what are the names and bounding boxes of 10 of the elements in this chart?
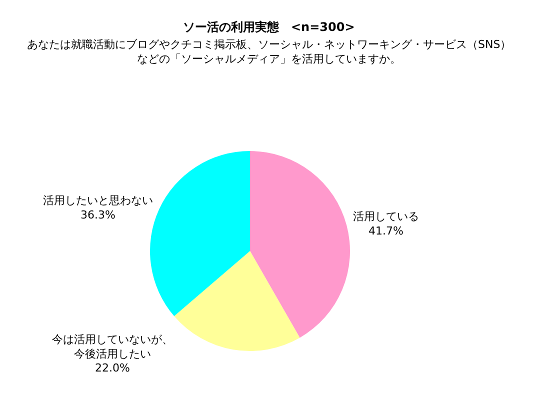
slice-label: 今は活用していないが、今後活用したい bbox=[52, 333, 173, 360]
slice-label: 活用している bbox=[353, 210, 419, 223]
chart-title: ソー活の利用実態 <n=300> bbox=[183, 20, 355, 34]
slice-label: 活用したいと思わない bbox=[43, 194, 153, 207]
chart-subtitle: あなたは就職活動にブログやクチコミ掲示板、ソーシャル・ネットワーキング・サービス（SNS）などの「ソーシャルメディア」を活用していますか。 bbox=[27, 38, 512, 66]
data-label: 36.3% bbox=[80, 208, 116, 222]
pie-slice bbox=[174, 251, 300, 351]
pie-slice bbox=[250, 151, 350, 338]
data-label: 22.0% bbox=[95, 362, 130, 375]
data-label: 41.7% bbox=[368, 224, 404, 238]
